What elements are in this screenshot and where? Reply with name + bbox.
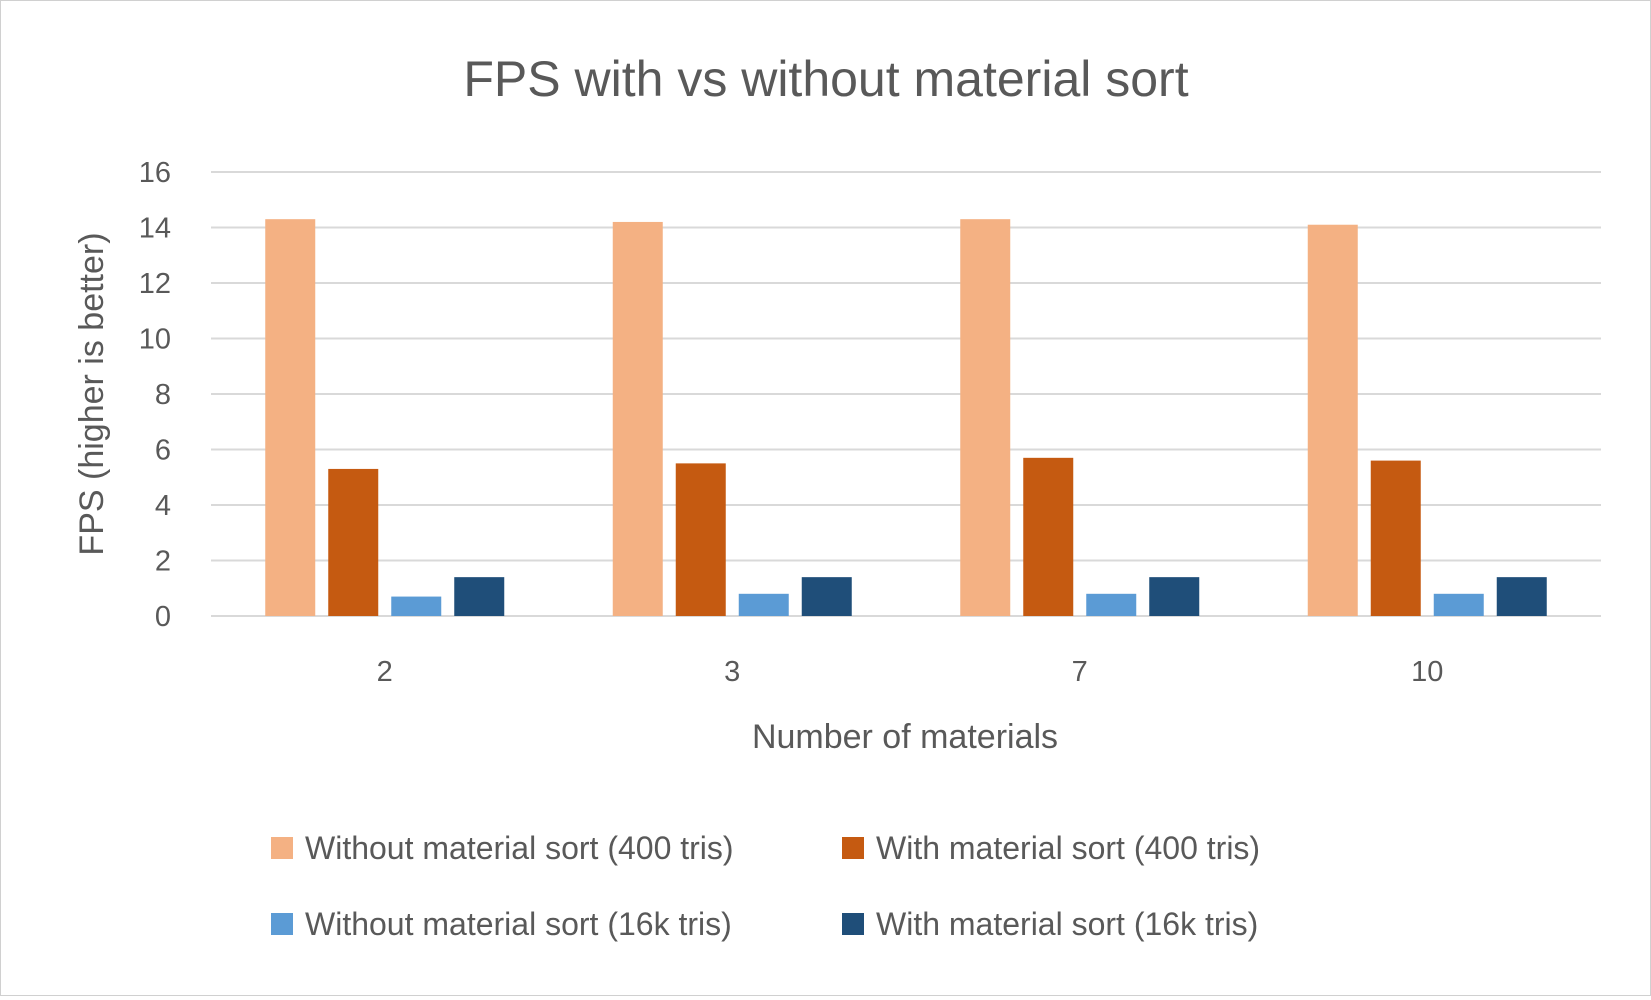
bar (1149, 577, 1200, 616)
bar (612, 221, 663, 616)
legend-label: With material sort (400 tris) (876, 830, 1260, 866)
bars (265, 219, 1547, 617)
bar (1496, 577, 1547, 616)
x-tick-label: 2 (377, 656, 393, 688)
y-tick-label: 12 (139, 268, 171, 300)
chart-title: FPS with vs without material sort (463, 51, 1188, 107)
bar (1370, 460, 1421, 616)
legend-swatch (271, 837, 293, 859)
legend-label: Without material sort (16k tris) (305, 906, 732, 942)
bar (265, 219, 316, 617)
bar (738, 593, 789, 616)
y-tick-label: 6 (155, 435, 171, 467)
bar (960, 219, 1011, 617)
bar (391, 596, 442, 616)
y-tick-label: 4 (155, 490, 171, 522)
bar (1307, 224, 1358, 616)
legend-label: Without material sort (400 tris) (305, 830, 734, 866)
bar (328, 468, 379, 616)
y-tick-label: 0 (155, 601, 171, 633)
gridlines (211, 171, 1601, 617)
bar (454, 577, 505, 616)
y-tick-label: 16 (139, 157, 171, 189)
legend-label: With material sort (16k tris) (876, 906, 1258, 942)
x-tick-label: 10 (1411, 656, 1443, 688)
x-tick-label: 3 (724, 656, 740, 688)
bar (1433, 593, 1484, 616)
bar (675, 463, 726, 616)
y-tick-label: 8 (155, 379, 171, 411)
y-tick-label: 2 (155, 546, 171, 578)
y-axis-ticks: 0 2 4 6 8 10 12 14 16 (139, 157, 171, 633)
y-tick-label: 14 (139, 213, 171, 245)
bar (1086, 593, 1137, 616)
legend-swatch (271, 913, 293, 935)
legend: Without material sort (400 tris) With mat… (271, 830, 1260, 942)
x-axis-ticks: 2 3 7 10 (377, 656, 1444, 688)
y-axis-title: FPS (higher is better) (73, 232, 111, 555)
x-axis-title: Number of materials (752, 718, 1058, 756)
bar (801, 577, 852, 616)
y-tick-label: 10 (139, 324, 171, 356)
x-tick-label: 7 (1072, 656, 1088, 688)
legend-swatch (842, 837, 864, 859)
legend-swatch (842, 913, 864, 935)
bar (1023, 457, 1074, 616)
